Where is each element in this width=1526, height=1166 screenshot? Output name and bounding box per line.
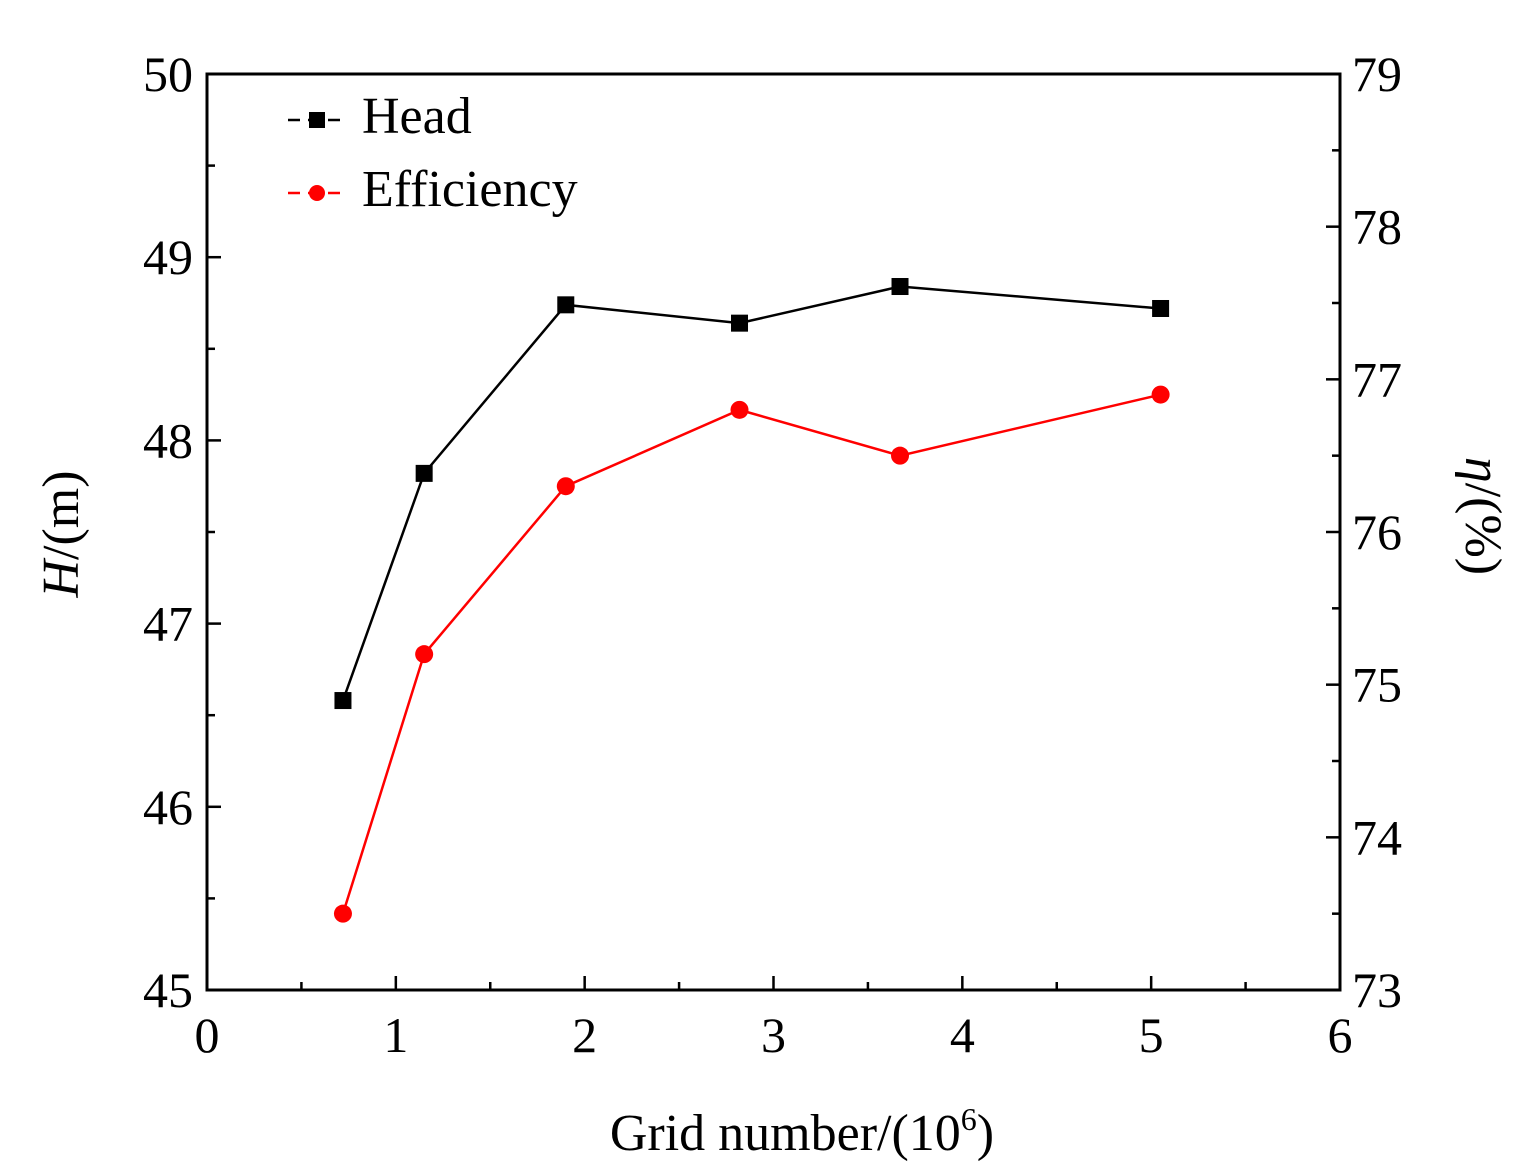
- legend: Head Efficiency: [288, 88, 578, 218]
- data-point-efficiency: [415, 645, 434, 664]
- data-point-head: [334, 692, 352, 710]
- y-left-tick-label: 46: [143, 779, 193, 835]
- data-point-head: [731, 314, 749, 332]
- legend-item-efficiency: Efficiency: [288, 161, 578, 218]
- data-point-efficiency: [556, 477, 575, 496]
- legend-marker-efficiency: [309, 185, 325, 201]
- series-line-head: [341, 285, 1161, 701]
- y-axis-right-title: η/(%): [1454, 457, 1511, 575]
- x-tick-label: 5: [1139, 1007, 1164, 1063]
- data-point-efficiency: [333, 904, 352, 923]
- series-line-efficiency: [341, 393, 1161, 915]
- x-tick-label: 2: [572, 1007, 597, 1063]
- x-tick-label: 6: [1328, 1007, 1353, 1063]
- data-point-head: [891, 278, 909, 296]
- data-point-head: [1152, 299, 1170, 317]
- y-left-tick-label: 48: [143, 412, 193, 468]
- data-point-efficiency: [891, 446, 910, 465]
- x-tick-label: 3: [761, 1007, 786, 1063]
- ticks: [205, 72, 1342, 992]
- data-point-head: [557, 296, 575, 314]
- y-left-tick-label: 47: [143, 596, 193, 652]
- legend-marker-head: [309, 112, 325, 128]
- data-point-head: [415, 464, 433, 482]
- legend-item-head: Head: [288, 88, 472, 145]
- x-axis-title: Grid number/(106): [610, 1101, 994, 1162]
- series-layer: [333, 278, 1170, 923]
- y-axis-right-title-unit: /(%): [1454, 483, 1511, 575]
- y-right-tick-label: 77: [1352, 351, 1402, 407]
- legend-label-efficiency: Efficiency: [362, 161, 578, 218]
- x-tick-label: 1: [383, 1007, 408, 1063]
- y-right-tick-label: 78: [1352, 199, 1402, 255]
- y-right-tick-label: 73: [1352, 962, 1402, 1018]
- x-axis-title-tail: ): [977, 1105, 994, 1162]
- y-axis-right-title-symbol: η: [1454, 457, 1511, 483]
- y-axis-left-title-unit: /(m): [33, 470, 90, 560]
- x-tick-label: 4: [950, 1007, 975, 1063]
- y-right-tick-label: 74: [1352, 809, 1402, 865]
- y-left-tick-label: 50: [143, 46, 193, 102]
- y-axis-left-title-symbol: H: [33, 558, 90, 599]
- y-right-tick-label: 76: [1352, 504, 1402, 560]
- y-axis-left-title: H/(m): [33, 470, 90, 598]
- x-axis-title-main: Grid number/(10: [610, 1105, 961, 1162]
- data-point-efficiency: [730, 400, 749, 419]
- x-tick-label: 0: [195, 1007, 220, 1063]
- y-left-tick-label: 45: [143, 962, 193, 1018]
- legend-label-head: Head: [362, 88, 472, 145]
- y-left-tick-label: 49: [143, 229, 193, 285]
- data-point-efficiency: [1151, 385, 1170, 404]
- x-axis-title-sup: 6: [961, 1101, 977, 1137]
- y-right-tick-label: 75: [1352, 657, 1402, 713]
- y-right-tick-label: 79: [1352, 46, 1402, 102]
